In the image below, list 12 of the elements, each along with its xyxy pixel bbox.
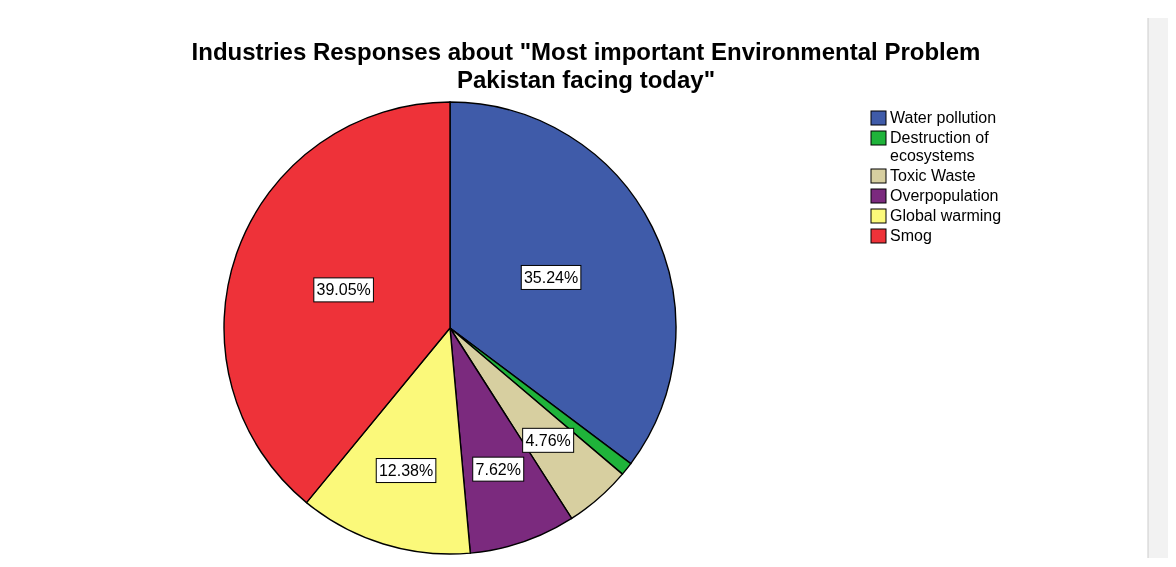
data-label: 39.05% <box>316 281 371 299</box>
data-label: 7.62% <box>475 460 521 478</box>
legend-label: Destruction of ecosystems <box>890 129 990 164</box>
legend-label: Water pollution <box>890 109 997 126</box>
chart-title: Industries Responses about "Most important Environmental Problem Pakistan facing today" <box>191 38 981 93</box>
legend-label: Overpopulation <box>890 187 999 204</box>
legend-label: Global warming <box>890 207 1002 224</box>
data-label: 12.38% <box>378 462 434 480</box>
legend-label: Toxic Waste <box>890 167 976 184</box>
data-label: 4.76% <box>525 431 571 449</box>
legend-label: Smog <box>890 227 932 244</box>
data-label: 35.24% <box>523 268 579 286</box>
